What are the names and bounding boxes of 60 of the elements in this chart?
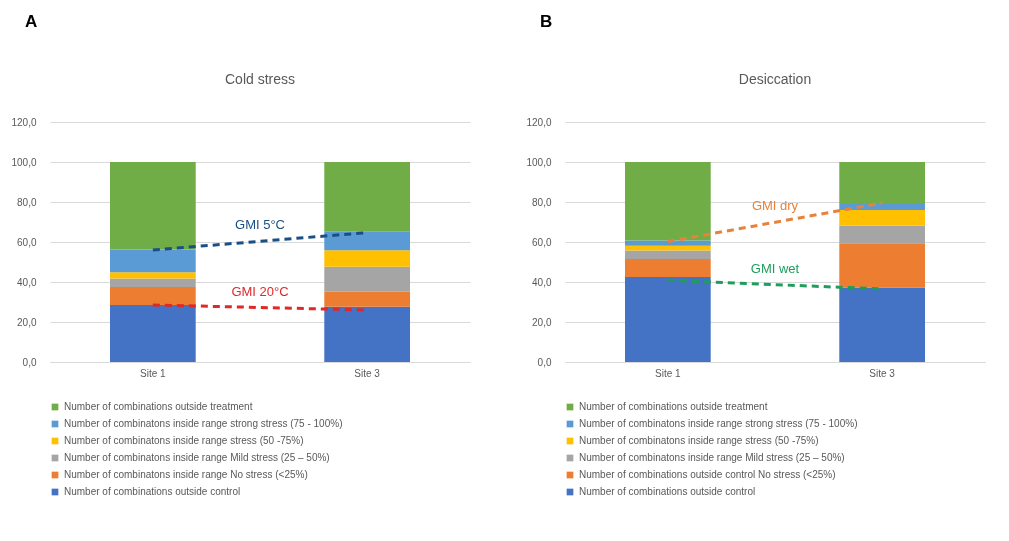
y-tick-label: 100,0 bbox=[526, 156, 552, 168]
bar bbox=[625, 259, 711, 277]
bar bbox=[110, 305, 196, 362]
y-tick-label: 80,0 bbox=[17, 196, 37, 208]
legend-label: Number of combinations outside control No stress (<25%) bbox=[579, 469, 836, 480]
bar bbox=[625, 277, 711, 362]
y-tick-label: 60,0 bbox=[17, 236, 37, 248]
x-tick-label: Site 1 bbox=[655, 367, 682, 379]
series-label: GMI 5°C bbox=[235, 217, 285, 233]
text: A bbox=[25, 12, 38, 32]
bar bbox=[625, 250, 711, 259]
series-label: GMI dry bbox=[751, 198, 799, 214]
legend-label: Number of combinations outside treatment bbox=[579, 401, 768, 412]
bar bbox=[110, 272, 196, 279]
bar bbox=[839, 162, 925, 204]
legend-label: Number of combinatons inside range stress (50 -75%) bbox=[579, 435, 819, 446]
series-label: GMI wet bbox=[750, 260, 800, 276]
y-tick-label: 0,0 bbox=[22, 356, 37, 368]
legend-label: Number of combinations outside control bbox=[64, 486, 241, 497]
text: B bbox=[540, 12, 553, 32]
bar bbox=[324, 306, 410, 362]
legend-label: Number of combinatons inside range No stress (<25%) bbox=[64, 469, 308, 480]
y-tick-label: 100,0 bbox=[11, 156, 37, 168]
x-tick-label: Site 3 bbox=[354, 367, 381, 379]
series-label: GMI 20°C bbox=[231, 283, 289, 299]
bar bbox=[110, 287, 196, 305]
bar bbox=[324, 162, 410, 232]
y-tick-label: 120,0 bbox=[526, 116, 552, 128]
bar bbox=[625, 162, 711, 241]
y-tick-label: 120,0 bbox=[11, 116, 37, 128]
y-tick-label: 40,0 bbox=[532, 276, 552, 288]
bar bbox=[324, 250, 410, 267]
legend-label: Number of combinatons inside range Mild stress (25 – 50%) bbox=[579, 452, 845, 463]
x-tick-label: Site 1 bbox=[140, 367, 167, 379]
y-tick-label: 0,0 bbox=[537, 356, 552, 368]
bar bbox=[839, 243, 925, 288]
legend-label: Number of combinatons inside range Mild stress (25 – 50%) bbox=[64, 452, 330, 463]
bar bbox=[839, 210, 925, 226]
chart-title: Desiccation bbox=[738, 71, 812, 87]
bar bbox=[625, 240, 711, 246]
legend-label: Number of combinatons inside range strong stress (75 - 100%) bbox=[64, 418, 343, 429]
bar bbox=[110, 278, 196, 287]
x-tick-label: Site 3 bbox=[869, 367, 896, 379]
legend-label: Number of combinations outside control bbox=[579, 486, 756, 497]
y-tick-label: 20,0 bbox=[532, 316, 552, 328]
y-tick-label: 80,0 bbox=[532, 196, 552, 208]
bar bbox=[110, 162, 196, 250]
legend-label: Number of combinatons inside range stress (50 -75%) bbox=[64, 435, 304, 446]
bar bbox=[110, 249, 196, 273]
bar bbox=[324, 266, 410, 292]
y-tick-label: 40,0 bbox=[17, 276, 37, 288]
bar bbox=[324, 291, 410, 307]
bar bbox=[839, 287, 925, 362]
bar bbox=[324, 231, 410, 251]
legend-label: Number of combinatons inside range strong stress (75 - 100%) bbox=[579, 418, 858, 429]
legend-label: Number of combinations outside treatment bbox=[64, 401, 253, 412]
y-tick-label: 60,0 bbox=[532, 236, 552, 248]
bar bbox=[839, 225, 925, 244]
y-tick-label: 20,0 bbox=[17, 316, 37, 328]
chart-title: Cold stress bbox=[224, 71, 296, 87]
